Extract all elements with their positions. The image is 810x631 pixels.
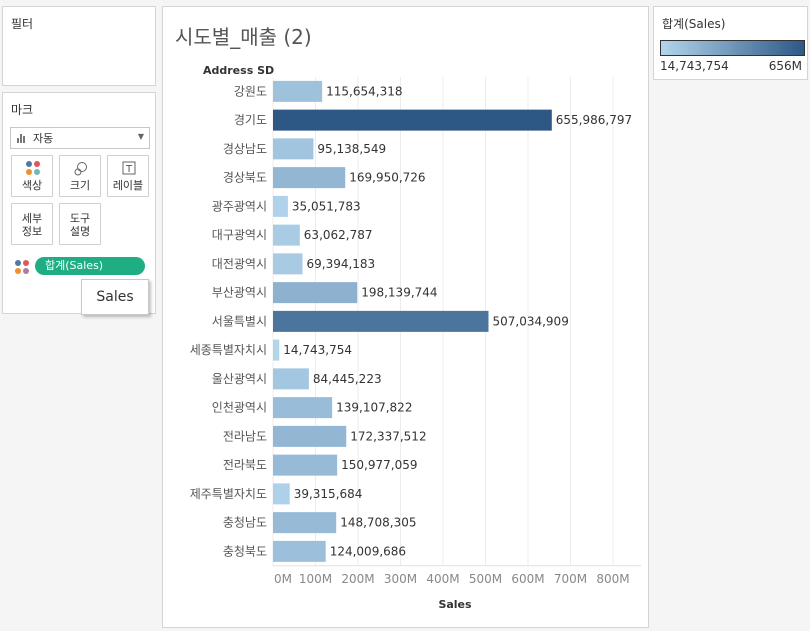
value-label: 124,009,686 (330, 544, 406, 558)
bar[interactable] (273, 80, 323, 102)
x-tick-label: 300M (384, 572, 417, 586)
x-axis-ticks: 0M 100M 200M 300M 400M 500M 600M 700M 800M (273, 565, 641, 586)
x-axis-title: Sales (438, 598, 472, 611)
size-button[interactable]: 크기 (59, 155, 101, 197)
value-label: 69,394,183 (306, 257, 375, 271)
bar[interactable] (273, 109, 552, 131)
value-label: 39,315,684 (294, 487, 363, 501)
bar[interactable] (273, 397, 333, 419)
category-label: 전라북도 (223, 458, 267, 472)
legend-title: 합계(Sales) (662, 17, 726, 31)
category-label: 전라남도 (223, 429, 267, 443)
svg-text:T: T (125, 164, 133, 175)
value-label: 95,138,549 (317, 142, 386, 156)
category-label: 충청남도 (223, 516, 267, 530)
x-tick-label: 400M (426, 572, 459, 586)
bar[interactable] (273, 253, 303, 275)
value-labels: 115,654,318 655,986,797 95,138,549 169,950,… (283, 84, 632, 558)
value-label: 84,445,223 (313, 372, 382, 386)
category-label: 대전광역시 (212, 257, 267, 271)
bar[interactable] (273, 282, 358, 304)
size-circles-icon (74, 162, 87, 176)
x-tick-label: 500M (469, 572, 502, 586)
marks-card: 마크 자동 ▼ 색상 크기 T 레이블 세부 정보 도구 설명 (2, 92, 156, 314)
legend-min-label: 14,743,754 (660, 59, 729, 73)
bar[interactable] (273, 454, 338, 476)
value-label: 139,107,822 (336, 401, 412, 415)
x-tick-label: 200M (341, 572, 374, 586)
chart-title: 시도별_매출 (2) (175, 25, 312, 49)
filters-title: 필터 (11, 17, 34, 31)
bar[interactable] (273, 425, 347, 447)
color-legend: 합계(Sales) 14,743,754 656M (653, 6, 808, 80)
value-label: 148,708,305 (340, 516, 416, 530)
value-label: 63,062,787 (304, 228, 373, 242)
category-label: 경기도 (234, 113, 267, 127)
label-button[interactable]: T 레이블 (107, 155, 149, 197)
bar[interactable] (273, 368, 309, 390)
sales-field-pill[interactable]: 합계(Sales) (35, 257, 145, 275)
mark-type-dropdown[interactable]: 자동 ▼ (10, 127, 150, 149)
legend-color-ramp[interactable] (660, 40, 805, 56)
value-label: 14,743,754 (283, 343, 352, 357)
x-tick-label: 600M (511, 572, 544, 586)
bar[interactable] (273, 195, 288, 217)
detail-button[interactable]: 세부 정보 (11, 203, 53, 245)
category-labels: 강원도경기도경상남도경상북도광주광역시대구광역시대전광역시부산광역시서울특별시세… (190, 84, 267, 558)
category-label: 세종특별자치시 (190, 343, 267, 357)
bar[interactable] (273, 310, 489, 332)
bar[interactable] (273, 138, 314, 160)
filters-shelf[interactable]: 필터 (2, 6, 156, 86)
category-label: 충청북도 (223, 544, 267, 558)
x-tick-label: 100M (299, 572, 332, 586)
x-tick-label: 0M (274, 572, 292, 586)
bar[interactable] (273, 483, 290, 505)
category-label: 대구광역시 (212, 228, 267, 242)
chevron-down-icon[interactable]: ▼ (137, 132, 144, 141)
row-header: Address SD (203, 64, 274, 77)
color-encoding-icon (15, 260, 29, 274)
value-label: 150,977,059 (341, 458, 417, 472)
size-label: 크기 (69, 179, 91, 192)
marks-title: 마크 (11, 103, 34, 117)
category-label: 경상북도 (223, 171, 267, 185)
bar-chart: 강원도경기도경상남도경상북도광주광역시대구광역시대전광역시부산광역시서울특별시세… (190, 64, 641, 611)
category-label: 인천광역시 (212, 400, 267, 415)
bar[interactable] (273, 167, 346, 189)
value-label: 198,139,744 (361, 286, 437, 300)
category-label: 서울특별시 (212, 314, 267, 328)
detail-label: 세부 정보 (21, 212, 43, 238)
hover-tooltip: Sales (81, 279, 149, 315)
text-label-icon: T (122, 161, 136, 175)
value-label: 507,034,909 (492, 314, 568, 328)
category-label: 강원도 (234, 84, 267, 98)
x-tick-label: 800M (596, 572, 629, 586)
color-button[interactable]: 색상 (11, 155, 53, 197)
tooltip-label: 도구 설명 (69, 212, 91, 238)
tooltip-button[interactable]: 도구 설명 (59, 203, 101, 245)
value-label: 35,051,783 (292, 199, 361, 213)
mark-type-value: 자동 (33, 132, 54, 145)
color-dots-icon (26, 161, 40, 175)
category-label: 울산광역시 (212, 372, 267, 386)
category-label: 부산광역시 (212, 286, 267, 300)
color-label: 색상 (21, 179, 43, 192)
bar-chart-icon (17, 133, 25, 143)
bar[interactable] (273, 512, 337, 534)
bars (273, 80, 552, 562)
category-label: 광주광역시 (212, 199, 267, 213)
value-label: 655,986,797 (556, 113, 632, 127)
value-label: 115,654,318 (326, 84, 402, 98)
value-label: 169,950,726 (349, 171, 425, 185)
x-tick-label: 700M (554, 572, 587, 586)
label-label: 레이블 (112, 179, 144, 192)
bar[interactable] (273, 339, 280, 361)
category-label: 경상남도 (223, 142, 267, 156)
legend-max-label: 656M (768, 59, 802, 73)
bar[interactable] (273, 224, 300, 246)
bar[interactable] (273, 540, 326, 562)
category-label: 제주특별자치도 (190, 487, 267, 501)
value-label: 172,337,512 (350, 429, 426, 443)
